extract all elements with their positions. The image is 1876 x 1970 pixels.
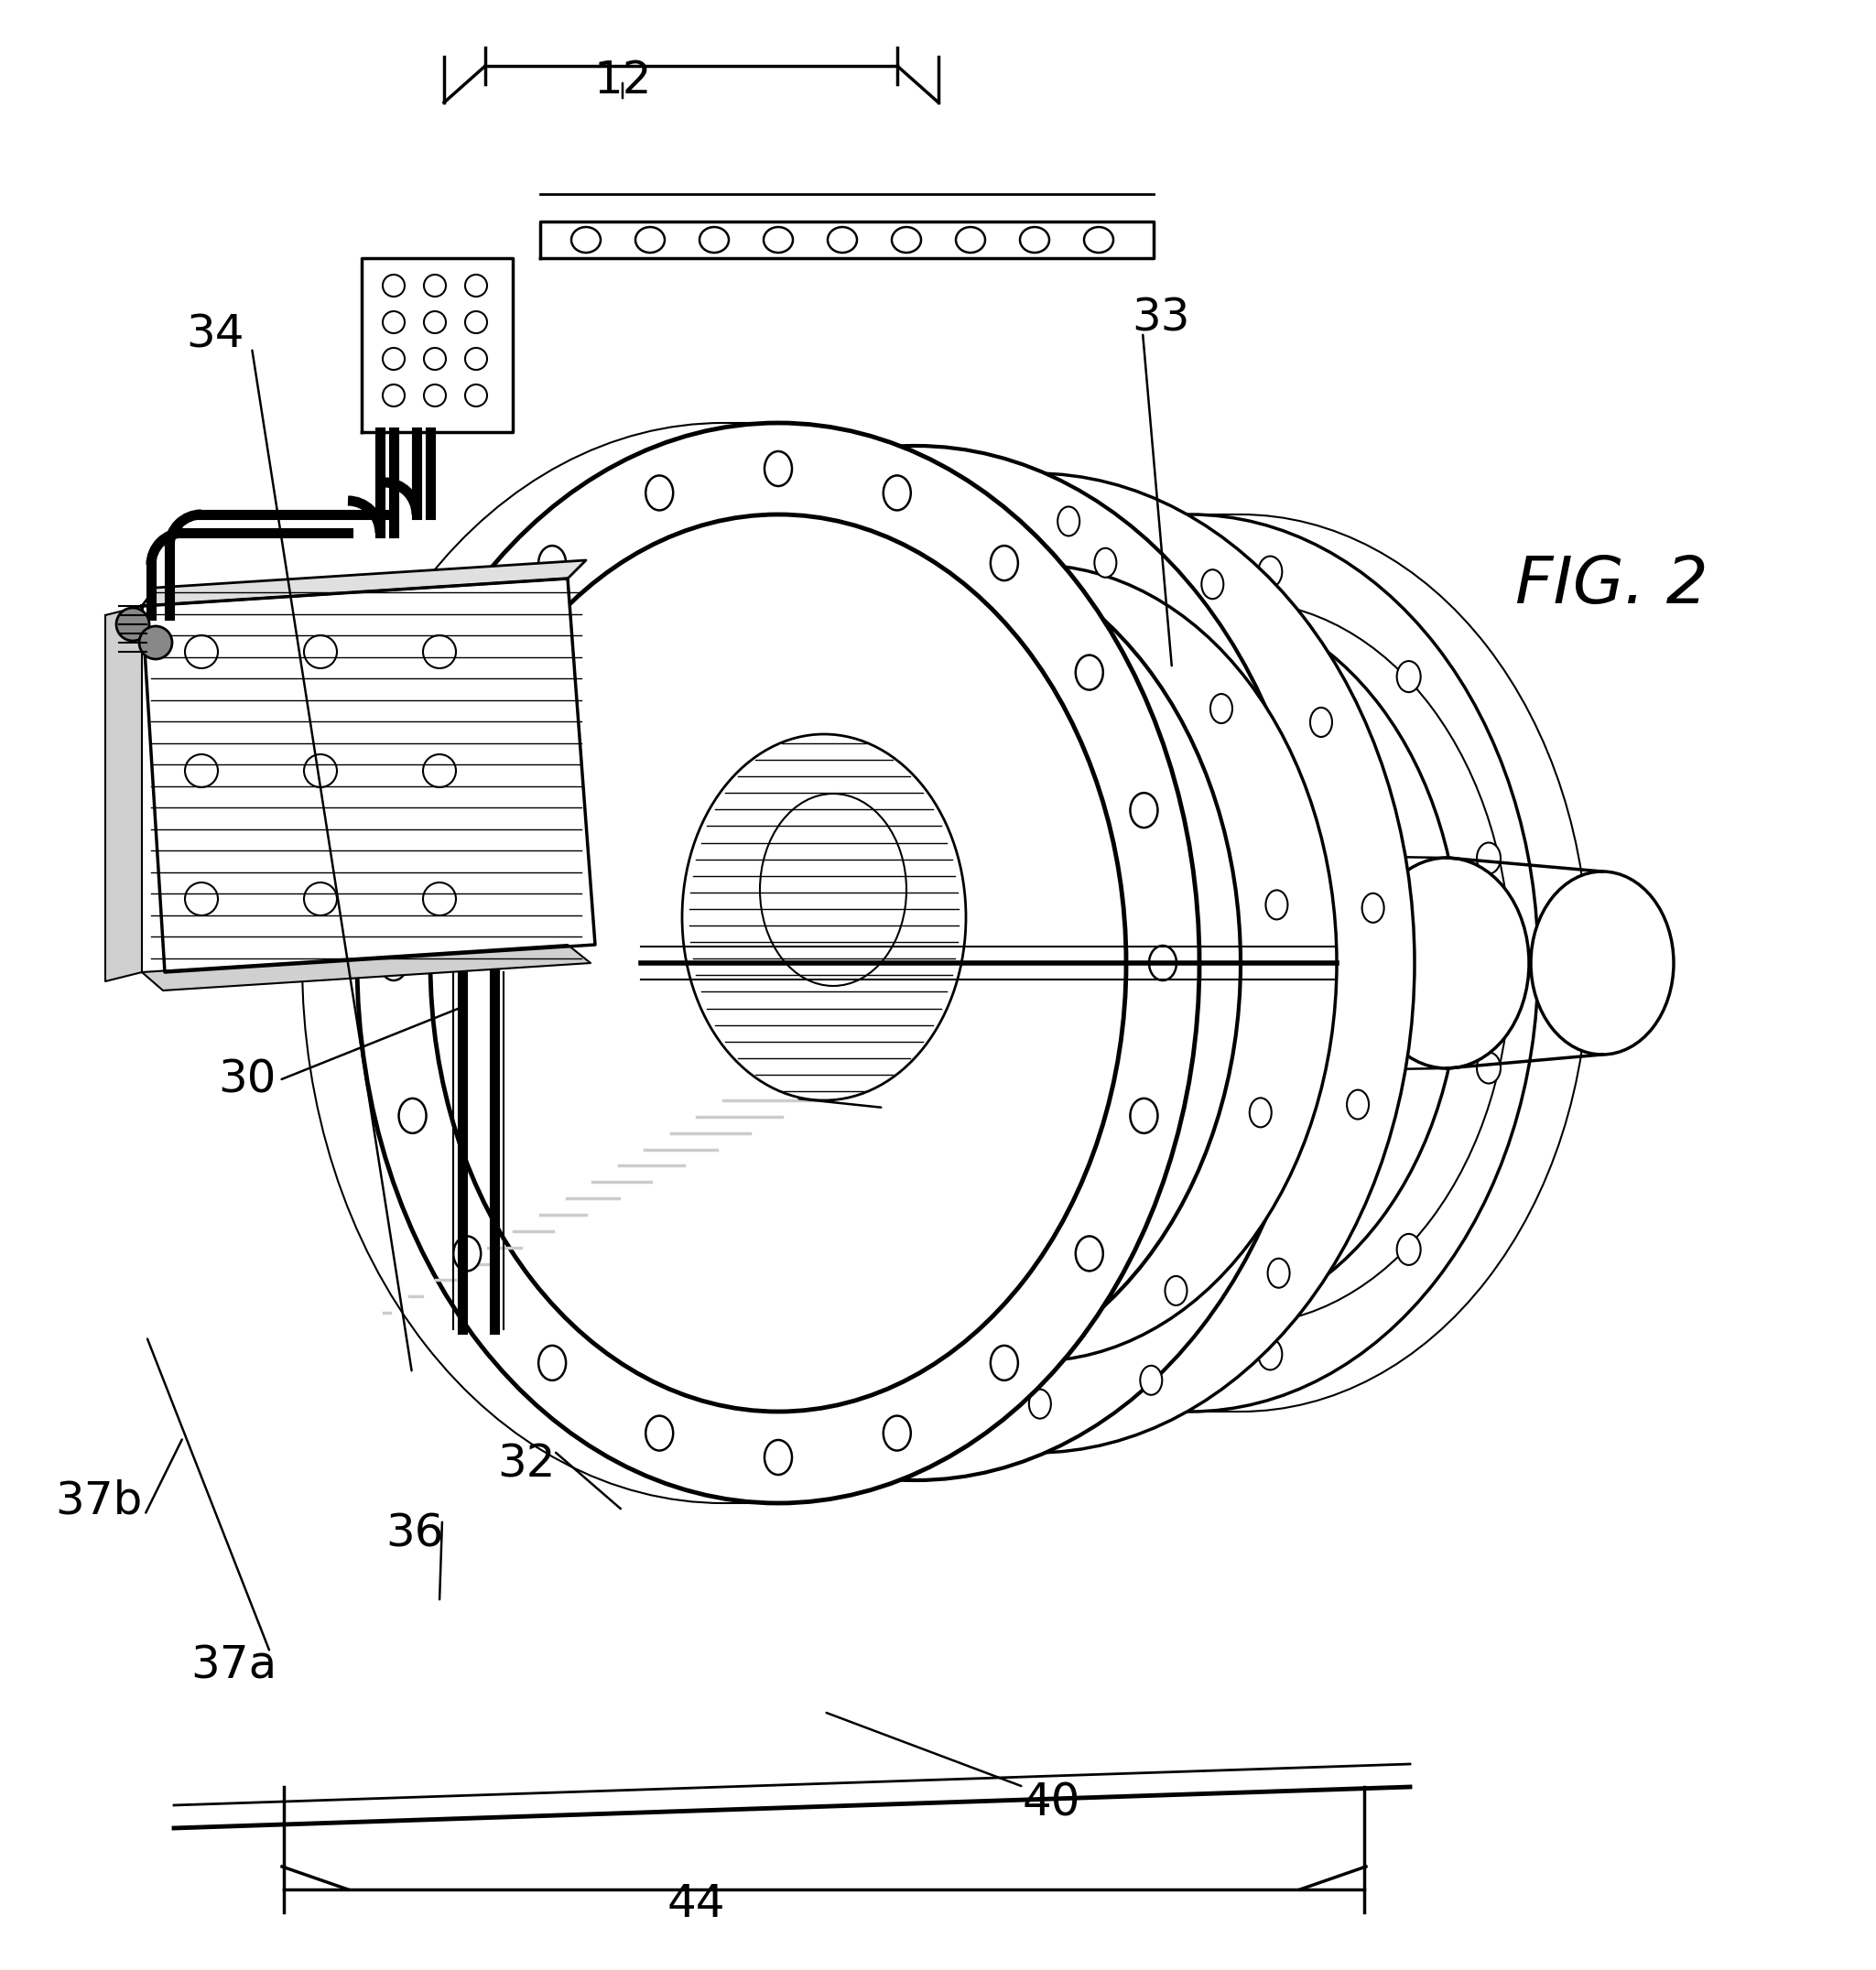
Ellipse shape: [538, 546, 567, 581]
Polygon shape: [362, 258, 512, 431]
Ellipse shape: [884, 1416, 910, 1450]
Ellipse shape: [1347, 1089, 1369, 1119]
Ellipse shape: [1364, 857, 1529, 1068]
Ellipse shape: [1249, 1097, 1272, 1127]
Ellipse shape: [880, 843, 904, 875]
Ellipse shape: [961, 1233, 983, 1265]
Ellipse shape: [780, 508, 803, 536]
Ellipse shape: [591, 542, 1240, 1385]
Ellipse shape: [598, 1204, 621, 1231]
Ellipse shape: [559, 800, 582, 827]
Ellipse shape: [1259, 556, 1281, 587]
Ellipse shape: [961, 662, 983, 691]
Ellipse shape: [765, 1440, 792, 1476]
Ellipse shape: [1259, 1340, 1281, 1369]
Ellipse shape: [454, 656, 480, 690]
Ellipse shape: [655, 473, 1415, 1452]
Polygon shape: [105, 607, 143, 981]
Text: 12: 12: [593, 59, 651, 102]
Ellipse shape: [1309, 707, 1332, 737]
Ellipse shape: [1165, 1277, 1188, 1306]
Ellipse shape: [1531, 871, 1673, 1054]
Ellipse shape: [732, 565, 1338, 1361]
Ellipse shape: [1201, 569, 1223, 599]
Ellipse shape: [906, 532, 929, 559]
Ellipse shape: [1266, 890, 1287, 920]
Text: 30: 30: [218, 1058, 276, 1101]
Text: 44: 44: [666, 1881, 724, 1927]
Ellipse shape: [942, 481, 962, 510]
Ellipse shape: [116, 609, 150, 640]
Ellipse shape: [884, 475, 910, 510]
Text: 34: 34: [186, 311, 244, 357]
Ellipse shape: [544, 1007, 565, 1036]
Ellipse shape: [454, 1237, 480, 1271]
Ellipse shape: [381, 946, 407, 981]
Ellipse shape: [512, 445, 1319, 1479]
Ellipse shape: [356, 424, 1199, 1503]
Ellipse shape: [846, 1328, 869, 1357]
Polygon shape: [143, 559, 585, 607]
Ellipse shape: [1210, 693, 1233, 723]
Ellipse shape: [1476, 843, 1501, 875]
Ellipse shape: [1129, 1099, 1157, 1133]
Text: 40: 40: [1022, 1781, 1081, 1826]
Ellipse shape: [538, 1346, 567, 1381]
Ellipse shape: [1141, 1365, 1161, 1395]
Polygon shape: [143, 579, 595, 971]
Ellipse shape: [991, 546, 1019, 581]
Ellipse shape: [1075, 1237, 1103, 1271]
Ellipse shape: [715, 1349, 737, 1377]
Text: FIG. 2: FIG. 2: [1516, 554, 1707, 617]
Ellipse shape: [869, 1414, 891, 1444]
Polygon shape: [143, 946, 591, 991]
Ellipse shape: [643, 621, 666, 650]
Ellipse shape: [1398, 1233, 1420, 1265]
Ellipse shape: [700, 808, 722, 835]
Ellipse shape: [400, 792, 426, 827]
Ellipse shape: [645, 1416, 673, 1450]
Ellipse shape: [991, 1346, 1019, 1381]
Ellipse shape: [1058, 506, 1079, 536]
Ellipse shape: [989, 1391, 1011, 1420]
Text: 32: 32: [497, 1442, 555, 1487]
Ellipse shape: [1028, 1389, 1051, 1418]
Ellipse shape: [780, 638, 801, 668]
Text: 37b: 37b: [54, 1479, 143, 1523]
Text: 36: 36: [386, 1511, 445, 1554]
Text: 37a: 37a: [189, 1645, 276, 1688]
Ellipse shape: [430, 514, 1126, 1412]
Text: 42: 42: [882, 1072, 940, 1115]
Ellipse shape: [685, 1003, 707, 1032]
Ellipse shape: [139, 626, 173, 660]
Ellipse shape: [1129, 792, 1157, 827]
Ellipse shape: [400, 1099, 426, 1133]
Ellipse shape: [919, 601, 1460, 1324]
Ellipse shape: [880, 1052, 904, 1084]
Polygon shape: [540, 221, 1154, 258]
Ellipse shape: [1097, 1340, 1122, 1369]
Ellipse shape: [1362, 892, 1384, 922]
Ellipse shape: [1398, 662, 1420, 691]
Ellipse shape: [765, 451, 792, 487]
Ellipse shape: [737, 1190, 760, 1219]
Ellipse shape: [683, 735, 966, 1101]
Ellipse shape: [1075, 656, 1103, 690]
Ellipse shape: [1097, 556, 1122, 587]
Ellipse shape: [1094, 548, 1116, 577]
Ellipse shape: [842, 514, 1538, 1412]
Text: 33: 33: [1131, 297, 1189, 341]
Ellipse shape: [645, 475, 673, 510]
Ellipse shape: [1268, 1259, 1289, 1288]
Ellipse shape: [1148, 946, 1176, 981]
Ellipse shape: [1476, 1052, 1501, 1084]
